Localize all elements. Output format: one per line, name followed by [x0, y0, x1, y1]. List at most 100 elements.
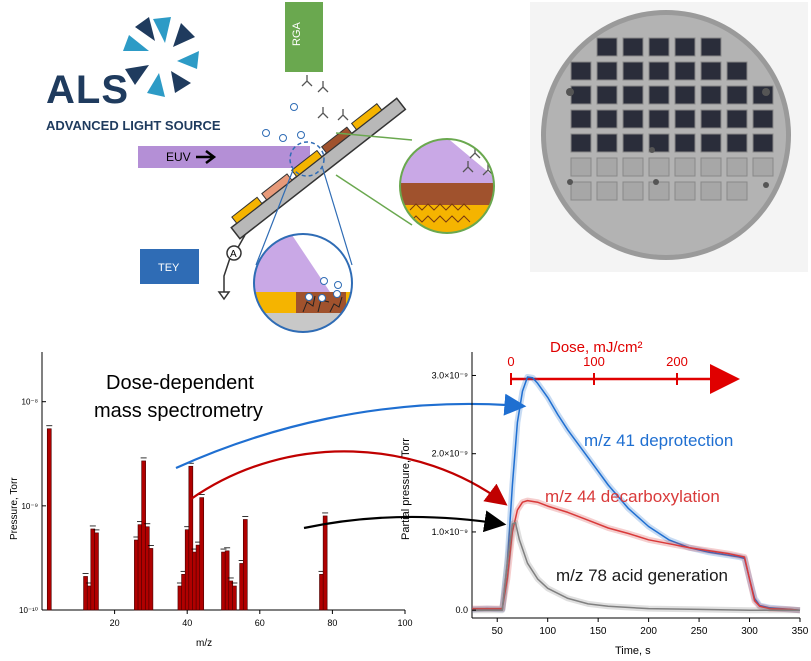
tey-label: TEY — [158, 262, 180, 274]
wafer-window — [648, 181, 670, 201]
wafer-window — [648, 133, 670, 153]
arrow-m41 — [175, 393, 527, 470]
mass-spec-bar — [232, 585, 237, 611]
mass-spec-xlabel: m/z — [196, 638, 212, 649]
time-plot-xlabel: Time, s — [615, 645, 651, 657]
exposure-spot — [289, 141, 325, 177]
wafer-window — [648, 109, 670, 129]
wafer-window — [622, 109, 644, 129]
logo-name: ALS — [46, 68, 129, 112]
wafer-window — [596, 61, 618, 81]
mass-spec-ylabel: Pressure, Torr — [9, 477, 20, 540]
mass-spec-title-line1: Dose-dependent — [106, 372, 254, 394]
time-plot-lines — [471, 374, 801, 614]
wafer-window — [622, 61, 644, 81]
wafer-window — [648, 157, 670, 177]
wafer-window — [596, 37, 618, 57]
mass-spec-x-tick-label: 100 — [397, 618, 412, 628]
wafer-window — [752, 133, 774, 153]
zoom-circle-surface — [253, 233, 353, 333]
euv-beam — [138, 146, 310, 168]
rga-link-line — [335, 174, 413, 226]
wafer-window — [622, 181, 644, 201]
tey-box — [140, 249, 199, 284]
euv-label: EUV — [166, 150, 191, 164]
wafer-window — [622, 133, 644, 153]
dose-axis-label: Dose, mJ/cm² — [550, 339, 643, 356]
wafer-window — [674, 85, 696, 105]
wafer-window — [726, 85, 748, 105]
wafer-window — [596, 157, 618, 177]
mass-spec-y-tick-label: 10⁻⁸ — [22, 398, 39, 407]
wafer-window — [570, 85, 592, 105]
wafer-window — [674, 37, 696, 57]
time-plot-x-tick-label: 250 — [691, 626, 708, 637]
wafer-window — [752, 109, 774, 129]
ground-icon — [217, 291, 231, 301]
mass-spectrum-chart: Dose-dependent mass spectrometry 10⁻¹⁰10… — [9, 352, 413, 649]
wafer-window — [648, 85, 670, 105]
mass-spec-bar — [322, 515, 328, 611]
wafer-window — [700, 37, 722, 57]
mass-spec-bar — [224, 550, 230, 611]
zoom-view-surface — [254, 234, 352, 332]
dose-tick-label: 100 — [583, 354, 605, 369]
wafer-holder-photo — [530, 2, 808, 272]
wafer-window — [570, 181, 592, 201]
wafer-window — [570, 133, 592, 153]
schematic: RGA EUV — [138, 2, 495, 333]
zoom-view-gas — [400, 139, 494, 233]
zoom-link-line — [255, 169, 294, 266]
mass-spec-ticks: 10⁻¹⁰ 10⁻⁹ 10⁻⁸ 20 40 60 80 100 — [19, 398, 413, 628]
time-plot-x-tick-label: 100 — [539, 626, 556, 637]
rga-link-line — [335, 132, 413, 141]
wafer-window — [700, 181, 722, 201]
wafer-window — [752, 157, 774, 177]
time-plot-ylabel: Partial pressure, Torr — [400, 438, 412, 540]
mass-spec-x-tick-label: 40 — [182, 618, 192, 628]
time-plot-x-tick-label: 150 — [590, 626, 607, 637]
series-label-m41: m/z 41 deprotection — [584, 431, 733, 450]
time-plot-y-tick-label: 0.0 — [455, 605, 468, 615]
mass-spec-bar — [199, 497, 205, 611]
wafer-window — [674, 61, 696, 81]
window-grid — [570, 37, 774, 201]
time-plot-y-tick-label: 3.0×10⁻⁹ — [432, 370, 469, 380]
sample-stage — [230, 97, 407, 240]
connector-arrows — [175, 393, 527, 533]
wafer-window — [700, 109, 722, 129]
time-plot-x-tick-label: 350 — [792, 626, 809, 637]
wafer-window — [570, 157, 592, 177]
wafer-window — [752, 85, 774, 105]
time-plot-axes — [471, 352, 800, 619]
time-plot-x-tick-label: 300 — [741, 626, 758, 637]
mass-spec-bars — [46, 425, 329, 611]
wafer-window — [622, 85, 644, 105]
wafer-window — [596, 109, 618, 129]
wafer-window — [700, 157, 722, 177]
molecule-icons — [301, 75, 349, 121]
electron-icons — [262, 103, 305, 142]
series-line-m78 — [472, 521, 800, 611]
wafer-window — [726, 109, 748, 129]
arrow-m44 — [190, 450, 508, 506]
tey-wire — [223, 234, 246, 292]
time-plot-x-tick-label: 50 — [492, 626, 504, 637]
wafer-window — [674, 133, 696, 153]
mass-spec-bar — [242, 519, 248, 611]
wafer-window — [648, 37, 670, 57]
arrow-m78 — [303, 510, 507, 533]
mass-spec-y-tick-label: 10⁻⁹ — [21, 502, 38, 511]
series-label-m44: m/z 44 decarboxylation — [545, 487, 720, 506]
wafer-window — [570, 61, 592, 81]
time-plot-ticks: 0.0 1.0×10⁻⁹ 2.0×10⁻⁹ 3.0×10⁻⁹ 50 100 150 200 25… — [432, 370, 809, 637]
zoom-circle-gas — [399, 138, 495, 234]
rga-label: RGA — [291, 22, 303, 47]
logo-subtitle: ADVANCED LIGHT SOURCE — [46, 118, 221, 133]
wafer-window — [674, 157, 696, 177]
wafer-window — [648, 61, 670, 81]
wafer-window — [700, 133, 722, 153]
dose-tick-label: 0 — [507, 354, 514, 369]
aperture-icon — [123, 17, 199, 97]
als-logo: ALS ADVANCED LIGHT SOURCE — [46, 17, 221, 133]
